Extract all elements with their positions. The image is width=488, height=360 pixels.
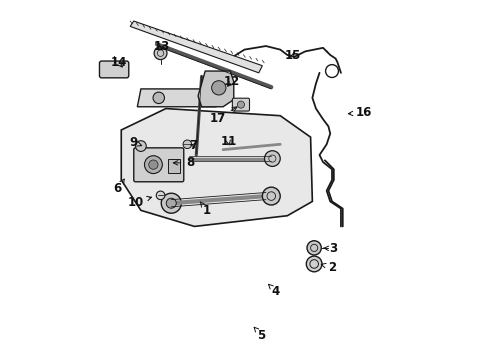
Polygon shape — [130, 21, 262, 73]
Circle shape — [306, 241, 321, 255]
Text: 16: 16 — [347, 106, 371, 120]
Circle shape — [156, 191, 164, 200]
FancyBboxPatch shape — [99, 61, 128, 78]
Circle shape — [264, 151, 280, 166]
Text: 3: 3 — [323, 242, 336, 255]
Text: 13: 13 — [153, 40, 169, 53]
FancyBboxPatch shape — [167, 158, 180, 173]
Circle shape — [262, 187, 280, 205]
Circle shape — [183, 140, 191, 149]
Circle shape — [166, 198, 176, 208]
Circle shape — [211, 81, 225, 95]
Text: 2: 2 — [321, 261, 335, 274]
Text: 9: 9 — [129, 136, 142, 149]
Circle shape — [154, 47, 166, 60]
Text: 10: 10 — [127, 195, 151, 209]
Text: 14: 14 — [110, 56, 127, 69]
Circle shape — [148, 160, 158, 169]
Circle shape — [305, 256, 322, 272]
Circle shape — [144, 156, 162, 174]
Text: 17: 17 — [209, 107, 236, 125]
Text: 7: 7 — [189, 139, 198, 152]
Polygon shape — [137, 89, 226, 107]
Polygon shape — [121, 109, 312, 226]
Circle shape — [237, 101, 244, 108]
Text: 4: 4 — [268, 284, 280, 298]
Text: 5: 5 — [254, 327, 265, 342]
FancyBboxPatch shape — [134, 148, 183, 182]
Circle shape — [161, 193, 181, 213]
Text: 6: 6 — [113, 179, 124, 195]
Circle shape — [153, 92, 164, 104]
Text: 11: 11 — [220, 135, 236, 148]
FancyBboxPatch shape — [232, 98, 249, 111]
Text: 1: 1 — [200, 202, 211, 217]
Text: 8: 8 — [173, 156, 194, 169]
Circle shape — [135, 141, 146, 152]
Text: 15: 15 — [284, 49, 300, 62]
Polygon shape — [198, 71, 233, 107]
Text: 12: 12 — [224, 75, 240, 88]
